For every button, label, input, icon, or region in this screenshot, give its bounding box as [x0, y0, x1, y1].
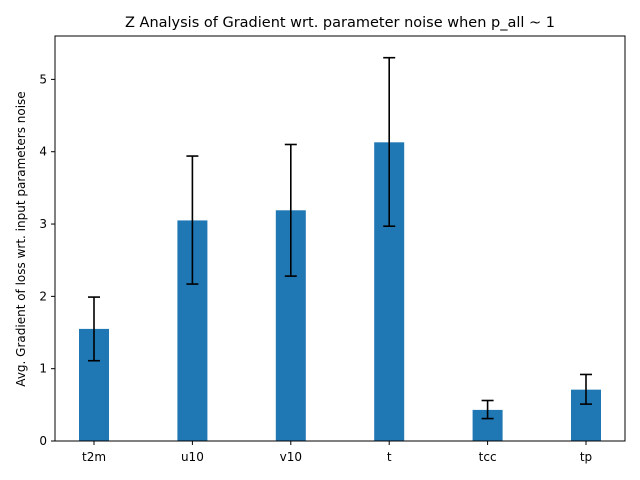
error-bar-v10	[284, 143, 297, 277]
x-tick-label-t2m: t2m	[82, 450, 106, 464]
y-tick-label-1: 1	[39, 362, 47, 376]
x-axis-ticks: t2m u10 v10 t tcc tp	[82, 441, 592, 464]
y-axis-ticks: 0 1 2 3 4 5	[39, 72, 55, 448]
error-bars-group	[88, 56, 592, 420]
y-tick-label-0: 0	[39, 434, 47, 448]
x-tick-label-tcc: tcc	[479, 450, 497, 464]
error-bar-tp	[580, 373, 592, 405]
chart-title: Z Analysis of Gradient wrt. parameter no…	[125, 15, 555, 31]
y-tick-label-3: 3	[39, 217, 47, 231]
bars-group	[79, 142, 601, 441]
x-tick-label-t: t	[387, 450, 392, 464]
y-tick-label-4: 4	[39, 145, 47, 159]
plot-area-frame	[54, 35, 626, 442]
error-bar-tcc	[481, 399, 494, 420]
error-bar-u10	[186, 155, 199, 285]
x-tick-label-u10: u10	[181, 450, 204, 464]
error-bar-t	[383, 56, 396, 228]
y-axis-label: Avg. Gradient of loss wrt. input paramet…	[14, 91, 28, 386]
x-tick-label-tp: tp	[580, 450, 592, 464]
x-tick-label-v10: v10	[280, 450, 302, 464]
error-bar-t2m	[88, 296, 100, 362]
y-tick-label-5: 5	[39, 72, 47, 86]
y-tick-label-2: 2	[39, 289, 47, 303]
